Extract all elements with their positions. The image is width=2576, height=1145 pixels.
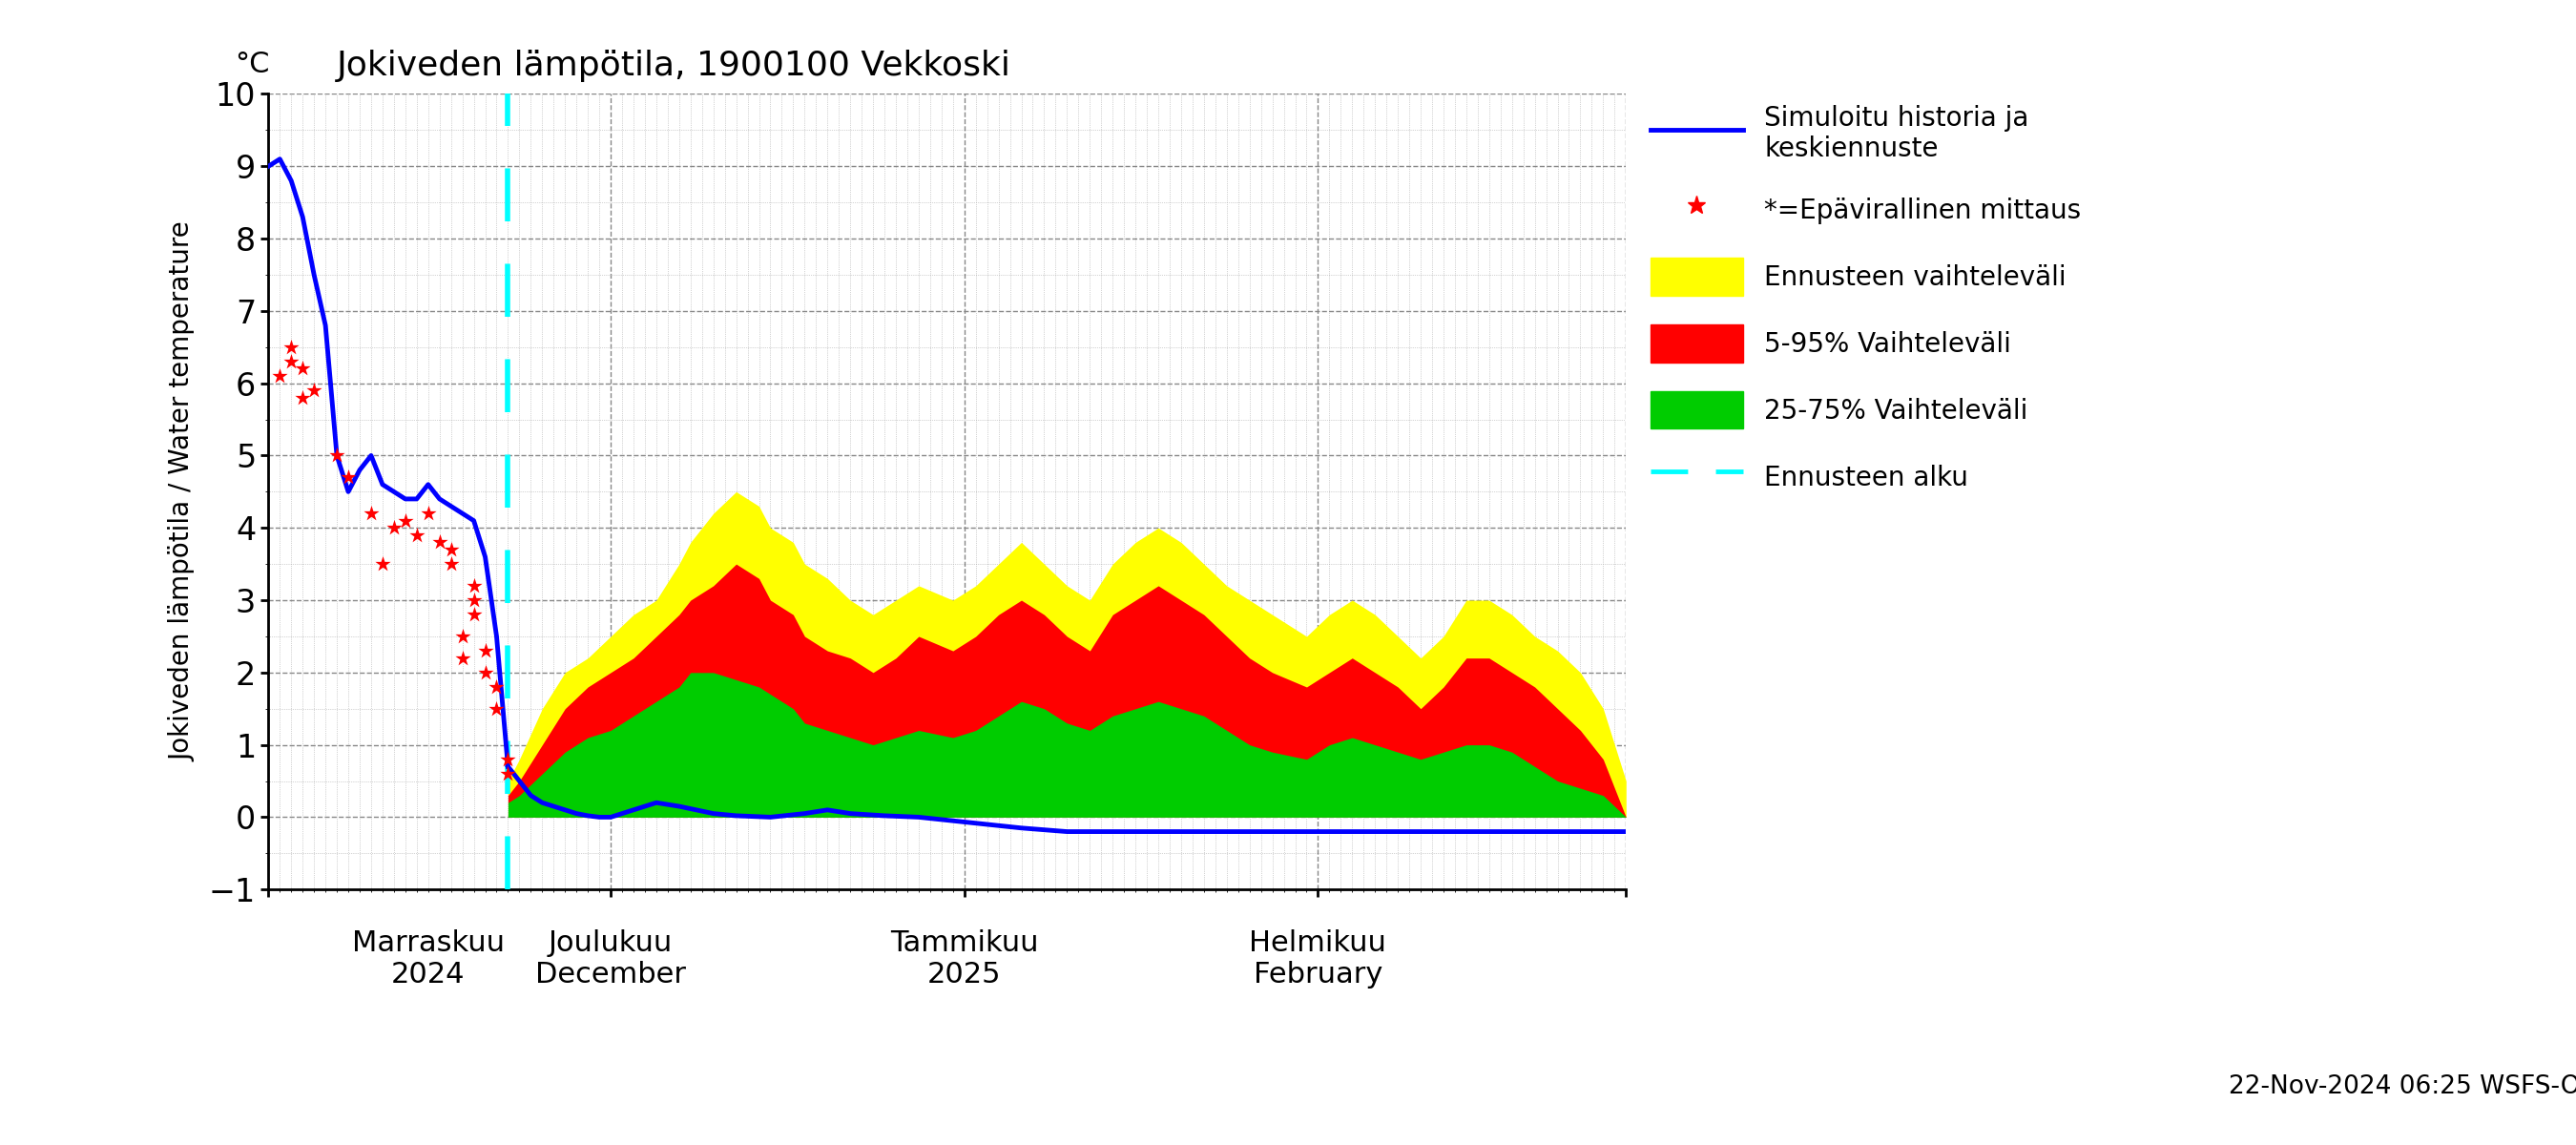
Point	[317, 447, 358, 465]
Text: Marraskuu
2024: Marraskuu 2024	[353, 930, 505, 989]
Legend: Simuloitu historia ja
keskiennuste, *=Epävirallinen mittaus, Ennusteen vaihtelev: Simuloitu historia ja keskiennuste, *=Ep…	[1638, 94, 2092, 506]
Point	[281, 388, 322, 406]
Point	[420, 534, 461, 552]
Point	[430, 540, 471, 559]
Point	[270, 338, 312, 356]
Text: Joulukuu
December: Joulukuu December	[536, 930, 685, 989]
Point	[361, 555, 402, 574]
Point	[384, 512, 425, 530]
Point	[477, 700, 518, 718]
Point	[487, 765, 528, 783]
Point	[397, 526, 438, 544]
Point	[407, 504, 448, 522]
Y-axis label: Jokiveden lämpötila / Water temperature: Jokiveden lämpötila / Water temperature	[170, 222, 196, 761]
Point	[270, 353, 312, 371]
Point	[281, 360, 322, 378]
Point	[430, 555, 471, 574]
Point	[464, 641, 505, 660]
Point	[440, 649, 482, 668]
Point	[350, 504, 392, 522]
Point	[260, 366, 301, 385]
Point	[294, 381, 335, 400]
Text: Tammikuu
2025: Tammikuu 2025	[891, 930, 1038, 989]
Text: Helmikuu
February: Helmikuu February	[1249, 930, 1386, 989]
Text: 22-Nov-2024 06:25 WSFS-O: 22-Nov-2024 06:25 WSFS-O	[2228, 1074, 2576, 1099]
Text: Jokiveden lämpötila, 1900100 Vekkoski: Jokiveden lämpötila, 1900100 Vekkoski	[337, 49, 1010, 82]
Point	[440, 627, 482, 646]
Text: °C: °C	[234, 50, 270, 78]
Point	[374, 519, 415, 537]
Point	[453, 606, 495, 624]
Point	[453, 577, 495, 595]
Point	[327, 468, 368, 487]
Point	[453, 591, 495, 609]
Point	[487, 750, 528, 768]
Point	[477, 678, 518, 696]
Point	[464, 663, 505, 681]
